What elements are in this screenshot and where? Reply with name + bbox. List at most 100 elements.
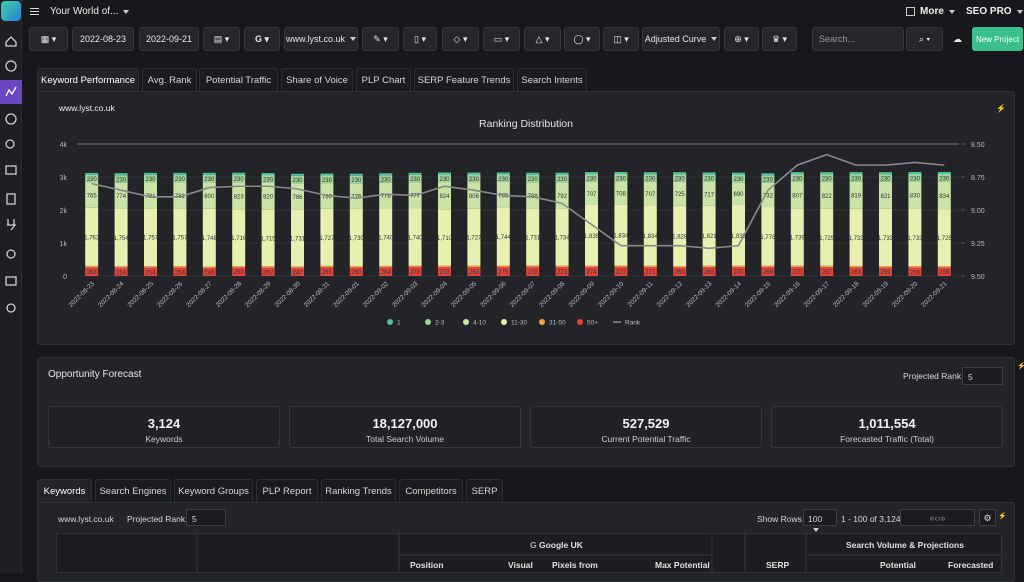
rows-value[interactable]: 100 [808,514,823,524]
comment-button[interactable]: ▭ ▾ [483,27,520,51]
end-date[interactable]: 2022-09-21 [139,27,199,51]
data-label: 259 [234,270,245,276]
bar-segment [761,175,775,183]
bar-segment [261,267,275,276]
bar-segment [908,171,922,174]
workspace-name[interactable]: Your World of... [50,6,119,17]
legend-label: 50+ [587,320,598,327]
settings-button[interactable]: ⚙ [979,509,996,526]
bar-segment [349,183,363,209]
more-menu[interactable]: More [920,6,955,17]
data-label: 1,757 [143,236,159,242]
bar-segment [820,267,834,276]
plug-icon[interactable] [7,219,17,231]
bar-segment [702,181,716,206]
compare-button[interactable]: ▤ ▾ [203,27,240,51]
workspace-selector[interactable]: Your World of... [50,6,130,17]
tab[interactable]: Search Engines [95,479,171,502]
bar-segment [291,173,304,176]
like-button[interactable]: △ ▾ [524,27,561,51]
target-icon[interactable] [5,113,17,125]
engine-header: G Google UK [530,540,583,550]
menu-icon[interactable] [30,8,39,15]
x-tick-label: 2022-09-09 [567,280,596,309]
tab[interactable]: SERP [466,479,503,502]
trophy-button[interactable]: ♛ ▾ [762,27,797,51]
data-label: 806 [469,194,480,200]
device-button[interactable]: ▯ ▾ [403,27,437,51]
binoculars-icon[interactable] [5,165,17,175]
apps-icon[interactable] [906,7,915,16]
domain-text[interactable]: www.lyst.co.uk [285,34,345,44]
bar-segment [790,208,804,266]
bar-segment [849,208,863,266]
settings-icon[interactable] [6,249,16,259]
legend-label: 1 [397,320,401,327]
bar-segment [232,267,246,276]
tab[interactable]: PLP Report [256,479,318,502]
data-label: 792 [557,194,568,200]
alert-icon[interactable]: ⚡ [996,104,1006,113]
data-label: 824 [439,194,450,200]
pagination[interactable]: «‹›» [900,509,975,526]
search-icon[interactable] [5,139,15,149]
data-label: 271 [645,270,656,276]
curve-text[interactable]: Adjusted Curve [644,34,707,44]
bar-segment [467,182,481,209]
bar-segment [526,265,540,267]
upload-icon[interactable]: ☁ [953,33,962,44]
integration-icon[interactable] [6,303,16,313]
globe-button[interactable]: ◯ ▾ [564,27,600,51]
new-project-button[interactable]: New Project [972,27,1023,51]
curve-selector[interactable]: Adjusted Curve [642,27,720,51]
bar-segment [85,267,99,276]
tab[interactable]: Keyword Performance [37,68,139,91]
bar-segment [114,175,128,183]
alert-icon[interactable]: ⚡ [1017,363,1024,370]
bar-segment [438,209,451,266]
bar-segment [438,172,451,175]
tab[interactable]: Competitors [399,479,463,502]
more-label[interactable]: More [920,6,944,17]
plan-label[interactable]: SEO PRO [966,6,1012,17]
dashboard-icon[interactable] [5,60,17,72]
logo[interactable] [1,1,21,21]
bar-segment [144,266,157,268]
bar-segment [85,172,99,175]
data-label: 230 [87,177,98,183]
engine-button[interactable]: G ▾ [244,27,280,51]
rows-select[interactable]: 100 [803,509,837,532]
layers-button[interactable]: ◫ ▾ [603,27,639,51]
x-tick-label: 2022-09-12 [656,280,685,309]
chart-icon[interactable] [5,86,17,97]
tab[interactable]: Potential Traffic [199,68,278,91]
home-icon[interactable] [5,36,17,47]
filter-button[interactable]: ◇ ▾ [442,27,479,51]
tag-button[interactable]: ✎ ▾ [362,27,399,51]
search-button[interactable]: ⌕ ▾ [906,27,943,51]
start-date[interactable]: 2022-08-23 [72,27,134,51]
bar-segment [702,172,716,175]
target-button[interactable]: ⊕ ▾ [724,27,759,51]
plan-menu[interactable]: SEO PRO [966,6,1023,17]
data-label: 230 [234,177,245,183]
tab[interactable]: PLP Chart [356,68,411,91]
alert-icon[interactable]: ⚡ [998,513,1007,520]
tab[interactable]: Ranking Trends [321,479,396,502]
projected-rank-input[interactable]: 5 [962,367,1003,385]
table-projected-rank-input[interactable]: 5 [186,509,226,526]
calendar-button[interactable]: ▦ ▾ [29,27,68,51]
tab[interactable]: SERP Feature Trends [414,68,514,91]
data-label: 230 [204,177,215,183]
bar-segment [173,182,187,209]
clipboard-icon[interactable] [6,193,16,205]
domain-selector[interactable]: www.lyst.co.uk [284,27,358,51]
tab[interactable]: Keyword Groups [174,479,253,502]
tab[interactable]: Search Intents [517,68,587,91]
tab[interactable]: Share of Voice [281,68,353,91]
bar-segment [937,181,951,210]
tab[interactable]: Keywords [37,479,92,502]
search-input[interactable]: Search... [812,27,904,51]
briefcase-icon[interactable] [5,276,17,286]
tab[interactable]: Avg. Rank [142,68,197,91]
